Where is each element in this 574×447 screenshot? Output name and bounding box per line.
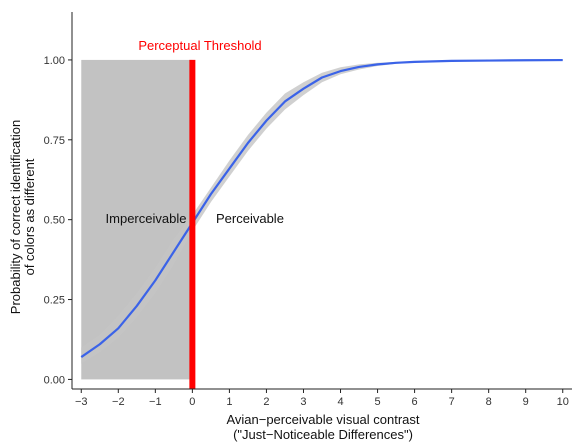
line-layer (80, 58, 563, 358)
x-tick-label: 0 (189, 396, 195, 408)
perceivable-label: Perceivable (216, 211, 284, 226)
x-tick-label: 9 (523, 396, 529, 408)
x-tick-label: 2 (263, 396, 269, 408)
fitted-curve (80, 58, 563, 358)
x-tick-label: −1 (149, 396, 162, 408)
x-tick-label: 3 (300, 396, 306, 408)
y-tick-label: 0.25 (44, 295, 65, 307)
imperceivable-region (81, 59, 193, 380)
x-axis-label-line1: Avian−perceivable visual contrast (226, 412, 419, 427)
x-tick-label: −2 (112, 396, 125, 408)
axes-layer: −3 −2 −1 0 1 2 3 4 5 6 7 8 9 10 0.00 0.25 0.50 0.75 1.00 (44, 12, 572, 408)
x-tick-label: 10 (557, 396, 569, 408)
x-tick-label: 8 (486, 396, 492, 408)
y-axis-label-line2: of colors as different (22, 158, 37, 275)
x-tick-label: 1 (226, 396, 232, 408)
x-tick-label: 4 (337, 396, 343, 408)
y-tick-label: 0.00 (44, 374, 65, 386)
y-axis-label-line1: Probability of correct identification (8, 120, 23, 314)
y-tick-label: 0.75 (44, 135, 65, 147)
x-tick-label: 5 (374, 396, 380, 408)
imperceivable-label: Imperceivable (106, 211, 187, 226)
shade-layer (81, 59, 193, 380)
x-axis-label-line2: ("Just−Noticeable Differences") (233, 427, 413, 442)
y-tick-label: 0.50 (44, 215, 65, 227)
x-tick-label: 6 (412, 396, 418, 408)
y-tick-label: 1.00 (44, 55, 65, 67)
x-tick-label: 7 (449, 396, 455, 408)
x-tick-label: −3 (75, 396, 88, 408)
threshold-label: Perceptual Threshold (138, 38, 261, 53)
